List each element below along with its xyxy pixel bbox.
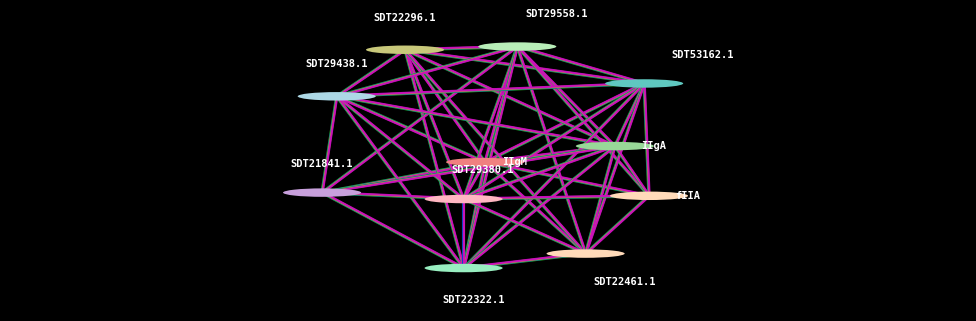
Ellipse shape xyxy=(283,188,361,197)
Ellipse shape xyxy=(478,42,556,51)
Ellipse shape xyxy=(298,92,376,100)
Ellipse shape xyxy=(605,79,683,88)
Ellipse shape xyxy=(446,158,524,166)
Ellipse shape xyxy=(366,46,444,54)
Text: SDT29558.1: SDT29558.1 xyxy=(525,9,588,20)
Text: SDT29438.1: SDT29438.1 xyxy=(305,59,368,69)
Ellipse shape xyxy=(610,192,688,200)
Ellipse shape xyxy=(425,195,503,203)
Text: fIIA: fIIA xyxy=(675,191,701,201)
Text: SDT22322.1: SDT22322.1 xyxy=(442,295,505,305)
Text: IIgA: IIgA xyxy=(641,141,667,151)
Ellipse shape xyxy=(425,264,503,272)
Text: SDT29380.1: SDT29380.1 xyxy=(452,165,514,175)
Text: SDT21841.1: SDT21841.1 xyxy=(291,159,353,169)
Text: SDT22296.1: SDT22296.1 xyxy=(374,13,436,23)
Ellipse shape xyxy=(576,142,654,150)
Text: SDT53162.1: SDT53162.1 xyxy=(671,49,734,60)
Ellipse shape xyxy=(547,249,625,258)
Text: SDT22461.1: SDT22461.1 xyxy=(593,277,656,288)
Text: IIgM: IIgM xyxy=(502,157,527,167)
